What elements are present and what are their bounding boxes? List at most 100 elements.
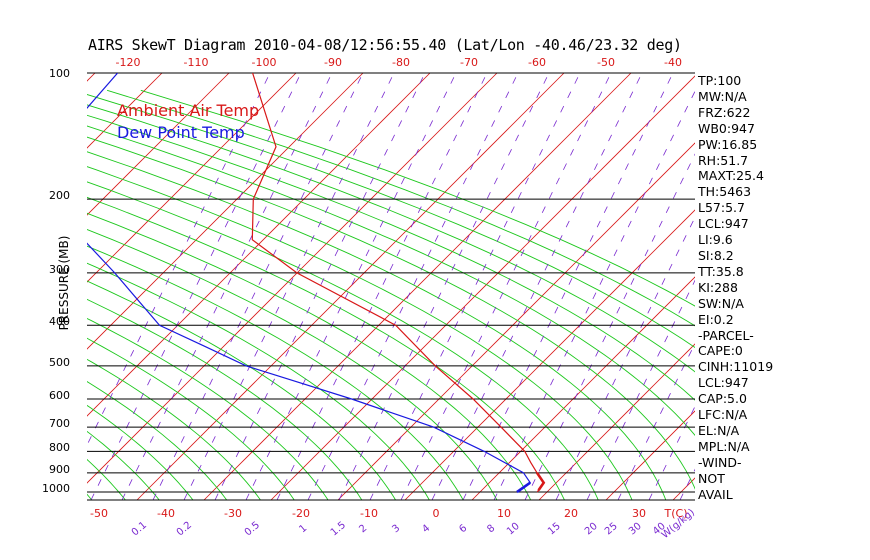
dry-adiabat-line bbox=[87, 73, 431, 417]
dry-adiabat-line bbox=[87, 73, 96, 82]
moist-adiabat-line bbox=[87, 262, 430, 500]
sounding-index: AVAIL bbox=[698, 486, 733, 502]
moist-adiabat-line bbox=[87, 298, 363, 500]
moist-adiabat-line bbox=[87, 166, 633, 500]
pressure-tick-label: 1000 bbox=[42, 482, 70, 495]
mixing-ratio-line bbox=[431, 73, 643, 500]
sounding-index: TH:5463 bbox=[698, 184, 752, 200]
bottom-temp-tick-label: -10 bbox=[360, 507, 378, 520]
mixing-ratio-line bbox=[462, 73, 674, 500]
sounding-index: WB0:947 bbox=[698, 120, 755, 136]
moist-adiabat-line bbox=[87, 212, 532, 500]
bottom-temp-tick-label: -40 bbox=[157, 507, 175, 520]
mixing-ratio-line bbox=[804, 73, 870, 500]
dry-adiabats bbox=[0, 73, 870, 500]
sounding-index: CAP:5.0 bbox=[698, 391, 747, 407]
mixing-ratio-tick-label: 6 bbox=[457, 523, 469, 536]
mixing-ratio-line bbox=[214, 73, 426, 500]
series-dew-point-temp bbox=[87, 73, 532, 493]
mixing-ratio-line bbox=[338, 73, 550, 500]
dry-adiabat-line bbox=[87, 73, 498, 484]
dry-adiabat-line bbox=[0, 73, 28, 500]
top-temp-tick-label: -90 bbox=[324, 56, 342, 69]
sounding-index: L57:5.7 bbox=[698, 200, 745, 216]
sounding-index: TT:35.8 bbox=[698, 263, 744, 279]
moist-adiabat-line bbox=[87, 181, 599, 500]
bottom-temp-tick-label: 10 bbox=[497, 507, 511, 520]
mixing-ratio-tick-label: 0.1 bbox=[130, 520, 149, 539]
mixing-ratio-tick-label: 4 bbox=[420, 523, 432, 536]
dry-adiabat-line bbox=[807, 73, 870, 500]
top-temp-tick-label: -50 bbox=[597, 56, 615, 69]
legend-dew-point-temp: Dew Point Temp bbox=[117, 123, 245, 142]
dew-point-surface-segment bbox=[516, 481, 531, 494]
sounding-index: LCL:947 bbox=[698, 375, 749, 391]
air-temp-surface-segment bbox=[535, 472, 546, 491]
mixing-ratio-tick-label: 10 bbox=[505, 521, 522, 538]
top-temp-tick-label: -80 bbox=[392, 56, 410, 69]
pressure-tick-label: 200 bbox=[49, 189, 70, 203]
pressure-tick-label: 400 bbox=[49, 315, 70, 329]
sounding-index: LCL:947 bbox=[698, 216, 749, 232]
bottom-temp-tick-label: 30 bbox=[632, 507, 646, 520]
sounding-index: -PARCEL- bbox=[698, 327, 754, 343]
pressure-tick-label: 300 bbox=[49, 262, 70, 276]
pressure-tick-label: 800 bbox=[49, 441, 70, 455]
mixing-ratio-line bbox=[866, 73, 870, 500]
sounding-index: LFC:N/A bbox=[698, 407, 748, 423]
pressure-tick-label: 500 bbox=[49, 355, 70, 369]
moist-adiabat-line bbox=[140, 89, 695, 307]
moist-adiabat-line bbox=[87, 381, 228, 500]
moist-adiabat-line bbox=[87, 151, 667, 500]
sounding-index: LI:9.6 bbox=[698, 232, 733, 248]
pressure-tick-label: 100 bbox=[49, 67, 70, 80]
legend-ambient-air-temp: Ambient Air Temp bbox=[117, 101, 260, 120]
moist-adiabat-line bbox=[87, 196, 565, 500]
sounding-index: SW:N/A bbox=[698, 295, 744, 311]
sounding-index: MW:N/A bbox=[698, 88, 747, 104]
sounding-index: MAXT:25.4 bbox=[698, 168, 764, 184]
mixing-ratio-line bbox=[369, 73, 581, 500]
top-temp-tick-label: -70 bbox=[460, 56, 478, 69]
sounding-index: FRZ:622 bbox=[698, 104, 751, 120]
temp-unit-label: T(C) bbox=[664, 507, 688, 520]
sounding-index: NOT bbox=[698, 470, 725, 486]
pressure-tick-label: 600 bbox=[49, 389, 70, 403]
moist-adiabat-line bbox=[87, 114, 695, 401]
moist-adiabat-line bbox=[87, 358, 262, 500]
pressure-tick-label: 700 bbox=[49, 417, 70, 431]
bottom-temp-tick-label: 20 bbox=[564, 507, 578, 520]
mixing-ratio-line bbox=[493, 90, 695, 500]
chart-title: AIRS SkewT Diagram 2010-04-08/12:56:55.4… bbox=[88, 36, 682, 54]
moist-adiabat-line bbox=[106, 89, 695, 327]
sounding-index: CAPE:0 bbox=[698, 343, 743, 359]
top-temp-tick-label: -100 bbox=[252, 56, 277, 69]
dry-adiabat-line bbox=[605, 410, 695, 500]
dry-adiabat-line bbox=[87, 73, 163, 149]
mixing-ratio-tick-label: 1.5 bbox=[329, 520, 348, 539]
moist-adiabat-line bbox=[87, 337, 295, 500]
dry-adiabat-line bbox=[87, 73, 364, 350]
sounding-index: EL:N/A bbox=[698, 422, 740, 438]
moist-adiabat-line bbox=[0, 90, 25, 501]
mixing-ratio-tick-label: 25 bbox=[603, 521, 620, 538]
bottom-temp-tick-label: 0 bbox=[433, 507, 440, 520]
sounding-index: CINH:11019 bbox=[698, 359, 774, 375]
moist-adiabat-line bbox=[0, 90, 59, 501]
sounding-index: EI:0.2 bbox=[698, 311, 734, 327]
moist-adiabat-line bbox=[87, 136, 695, 490]
mixing-ratio-tick-label: 1 bbox=[297, 523, 309, 536]
dry-adiabat-line bbox=[87, 73, 297, 283]
mixing-ratio-tick-label: 0.2 bbox=[175, 520, 194, 539]
moist-adiabat-line bbox=[87, 94, 695, 349]
isobars bbox=[87, 72, 695, 501]
mixing-ratio-tick-label: 0.5 bbox=[243, 520, 262, 539]
series-ambient-air-temp bbox=[251, 73, 545, 493]
dry-adiabat-line bbox=[404, 209, 695, 500]
moist-adiabat-line bbox=[87, 458, 126, 500]
moist-adiabat-line bbox=[87, 104, 695, 373]
dry-adiabat-line bbox=[538, 343, 695, 500]
sounding-index: KI:288 bbox=[698, 279, 738, 295]
bottom-temp-tick-label: -30 bbox=[224, 507, 242, 520]
